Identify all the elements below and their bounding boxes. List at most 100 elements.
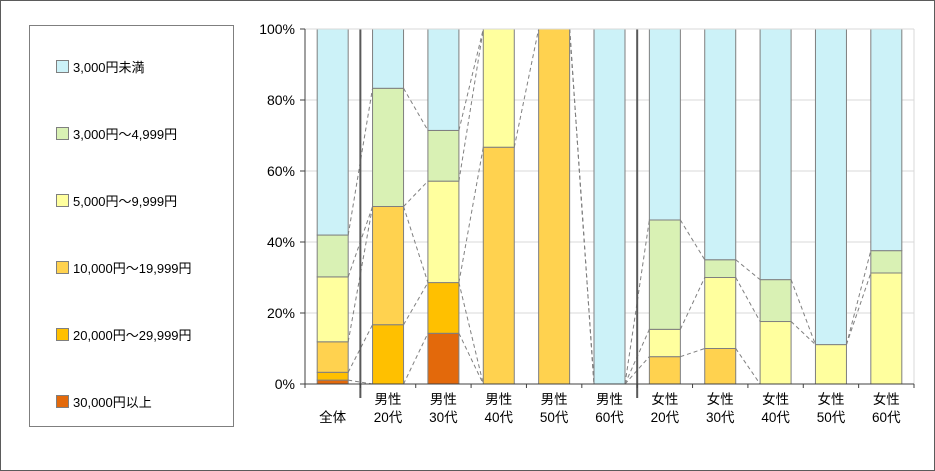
legend-swatch-icon xyxy=(56,327,69,341)
category-label: 女性 xyxy=(873,391,900,407)
series-line xyxy=(458,147,484,283)
series-line xyxy=(403,333,429,385)
bar-segment xyxy=(814,28,847,346)
category-label: 60代 xyxy=(595,410,624,425)
bar-segment xyxy=(759,279,792,323)
legend-item-2: 5,000円〜9,999円 xyxy=(56,192,227,209)
bar-segment xyxy=(648,219,681,330)
category-label: 男性 xyxy=(430,392,457,407)
legend-label: 20,000円〜29,999円 xyxy=(73,327,192,343)
legend-label: 5,000円〜9,999円 xyxy=(73,193,178,209)
bar-segment xyxy=(593,28,626,385)
series-line xyxy=(845,272,872,345)
series-line xyxy=(458,28,484,131)
legend: 3,000円未満 3,000円〜4,999円 5,000円〜9,999円 10,000… xyxy=(29,25,234,427)
bar-segment xyxy=(648,328,681,358)
legend-label: 3,000円〜4,999円 xyxy=(73,126,178,142)
category-label: 女性 xyxy=(707,391,734,407)
bar-segment xyxy=(316,234,349,278)
bar-segment xyxy=(427,129,460,182)
y-tick-label: 80% xyxy=(267,92,295,108)
series-line xyxy=(845,250,872,345)
bar-segment xyxy=(759,28,792,281)
category-label: 40代 xyxy=(485,410,514,425)
legend-item-1: 3,000円〜4,999円 xyxy=(56,125,227,142)
series-line xyxy=(347,206,374,342)
series-line xyxy=(790,279,816,345)
bar-segment xyxy=(814,344,847,385)
category-label: 女性 xyxy=(817,391,844,407)
legend-label: 3,000円未満 xyxy=(73,59,145,75)
series-line xyxy=(403,88,429,131)
series-line xyxy=(735,277,761,322)
series-line xyxy=(569,28,595,385)
bar-segment xyxy=(648,28,681,221)
legend-swatch-icon xyxy=(56,193,69,207)
bar-segment xyxy=(316,379,349,385)
legend-item-4: 20,000円〜29,999円 xyxy=(56,326,227,343)
bar-segment xyxy=(316,28,349,236)
legend-label: 10,000円〜19,999円 xyxy=(73,260,192,276)
category-label: 女性 xyxy=(651,391,678,407)
category-label: 50代 xyxy=(540,410,569,425)
bar-segment xyxy=(704,259,737,278)
y-tick-label: 100% xyxy=(259,21,295,37)
bar-segment xyxy=(372,87,405,207)
series-line xyxy=(735,259,761,281)
bar-segment xyxy=(316,371,349,381)
legend-label: 30,000円以上 xyxy=(73,394,152,410)
series-line xyxy=(403,206,429,283)
legend-swatch-icon xyxy=(56,59,69,73)
bar-segment xyxy=(704,28,737,261)
bar-segment xyxy=(372,28,405,89)
series-line xyxy=(679,219,706,261)
bar-segment xyxy=(427,332,460,385)
y-tick-label: 20% xyxy=(267,305,295,321)
category-label: 男性 xyxy=(541,392,568,407)
category-label: 男性 xyxy=(375,392,402,407)
legend-item-0: 3,000円未満 xyxy=(56,58,227,75)
legend-swatch-icon xyxy=(56,260,69,274)
legend-swatch-icon xyxy=(56,126,69,140)
category-label: 20代 xyxy=(374,410,403,425)
category-label: 20代 xyxy=(651,410,680,425)
legend-item-3: 10,000円〜19,999円 xyxy=(56,259,227,276)
series-line xyxy=(347,88,374,236)
category-label: 30代 xyxy=(706,410,735,425)
series-line xyxy=(403,180,429,207)
bar-segment xyxy=(372,206,405,326)
bar-segment xyxy=(759,321,792,385)
bar-segment xyxy=(870,272,903,385)
category-label: 全体 xyxy=(319,409,346,425)
bar-segment xyxy=(316,276,349,343)
legend-item-5: 30,000円以上 xyxy=(56,393,227,410)
series-line xyxy=(679,277,706,330)
series-line xyxy=(513,28,540,148)
y-tick-label: 60% xyxy=(267,163,295,179)
legend-swatch-icon xyxy=(56,394,69,408)
bar-segment xyxy=(427,282,460,334)
y-tick-label: 40% xyxy=(267,234,295,250)
series-line xyxy=(458,333,484,385)
series-line xyxy=(735,348,761,385)
bar-segment xyxy=(427,28,460,131)
series-line xyxy=(458,28,484,182)
y-tick-label: 0% xyxy=(275,376,295,392)
category-label: 50代 xyxy=(817,410,846,425)
series-line xyxy=(403,282,429,325)
bar-segment xyxy=(704,348,737,385)
bar-segment xyxy=(870,28,903,252)
series-line xyxy=(790,321,816,345)
bar-segment xyxy=(372,324,405,385)
bar-segment xyxy=(704,277,737,349)
bar-segment xyxy=(482,146,515,385)
category-label: 40代 xyxy=(761,410,790,425)
category-label: 男性 xyxy=(485,392,512,407)
bar-segment xyxy=(648,356,681,385)
bar-segment xyxy=(870,250,903,274)
series-line xyxy=(680,348,705,358)
category-label: 30代 xyxy=(429,410,458,425)
bar-segment xyxy=(316,341,349,373)
